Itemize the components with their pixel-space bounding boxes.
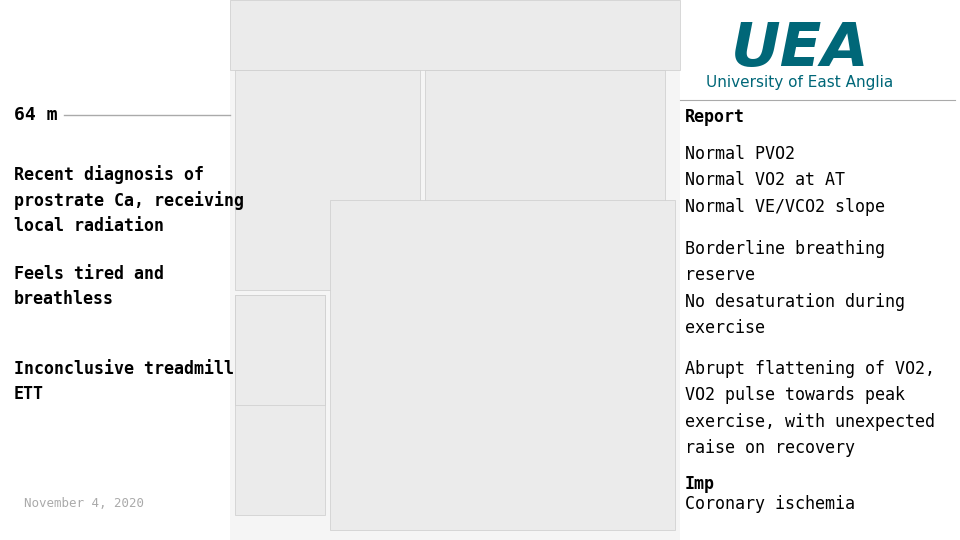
Bar (425, 70, 665, 290)
Text: Recent diagnosis of
prostrate Ca, receiving
local radiation: Recent diagnosis of prostrate Ca, receiv… (14, 165, 244, 235)
Text: November 4, 2020: November 4, 2020 (24, 497, 144, 510)
Text: 64 m: 64 m (14, 106, 58, 124)
Text: Imp: Imp (685, 475, 715, 493)
Text: UEA: UEA (731, 20, 870, 79)
Text: Borderline breathing
reserve
No desaturation during
exercise: Borderline breathing reserve No desatura… (685, 240, 905, 337)
Text: Coronary ischemia: Coronary ischemia (685, 495, 855, 513)
Bar (235, 70, 420, 290)
Bar (330, 200, 675, 530)
Text: Abrupt flattening of VO2,
VO2 pulse towards peak
exercise, with unexpected
raise: Abrupt flattening of VO2, VO2 pulse towa… (685, 360, 935, 457)
Text: Feels tired and
breathless: Feels tired and breathless (14, 265, 164, 308)
Bar (230, 0, 680, 540)
Bar (235, 295, 325, 515)
Text: Normal PVO2
Normal VO2 at AT
Normal VE/VCO2 slope: Normal PVO2 Normal VO2 at AT Normal VE/V… (685, 145, 885, 216)
Text: University of East Anglia: University of East Anglia (707, 75, 894, 90)
Text: Report: Report (685, 108, 745, 126)
Bar (230, 0, 680, 70)
Bar (235, 295, 325, 405)
Text: Inconclusive treadmill
ETT: Inconclusive treadmill ETT (14, 360, 234, 403)
